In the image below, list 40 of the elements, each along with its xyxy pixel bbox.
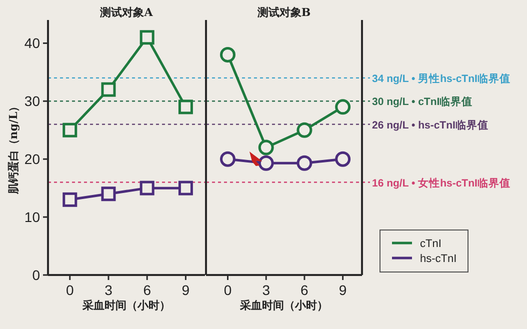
legend-label: cTnI	[420, 238, 442, 250]
ref-line-label: 26 ng/L • hs-cTnI临界值	[372, 118, 488, 132]
point	[178, 100, 193, 114]
point	[101, 186, 116, 202]
x-tick-label: 3	[262, 282, 270, 298]
x-tick-label: 6	[143, 282, 152, 298]
ref-line-label: 34 ng/L • 男性hs-cTnI临界值	[372, 72, 510, 85]
x-tick-label: 9	[182, 282, 190, 298]
x-tick-label: 9	[338, 282, 347, 298]
point	[296, 155, 312, 171]
point	[62, 192, 78, 207]
y-tick-label: 40	[24, 35, 40, 52]
point	[296, 122, 312, 138]
y-tick-label: 10	[24, 209, 40, 226]
legend-label: hs-cTnI	[420, 253, 457, 265]
y-axis-title: 肌钙蛋白（ng/L）	[7, 100, 20, 196]
point	[220, 47, 236, 63]
x-tick-label: 0	[224, 282, 232, 298]
point	[335, 99, 351, 115]
chart-title: 测试对象A	[99, 6, 154, 19]
point	[220, 151, 236, 167]
x-tick-label: 3	[104, 282, 113, 298]
point	[62, 122, 78, 138]
y-tick-label: 20	[24, 151, 40, 168]
x-tick-label: 0	[66, 282, 74, 298]
x-axis-title: 采血时间（小时）	[82, 299, 170, 312]
ref-line-label: 30 ng/L • cTnI临界值	[372, 95, 473, 108]
y-tick-label: 0	[32, 267, 40, 283]
x-tick-label: 6	[300, 282, 309, 298]
chart-title: 测试对象B	[256, 6, 311, 19]
point	[140, 180, 154, 196]
y-tick-label: 30	[24, 93, 40, 110]
point	[335, 151, 351, 167]
point	[178, 180, 193, 196]
point	[258, 140, 274, 156]
point	[140, 30, 154, 45]
point	[258, 155, 274, 171]
point	[101, 82, 116, 97]
x-axis-title: 采血时间（小时）	[239, 299, 328, 312]
ref-line-label: 16 ng/L • 女性hs-cTnI临界值	[372, 176, 510, 190]
